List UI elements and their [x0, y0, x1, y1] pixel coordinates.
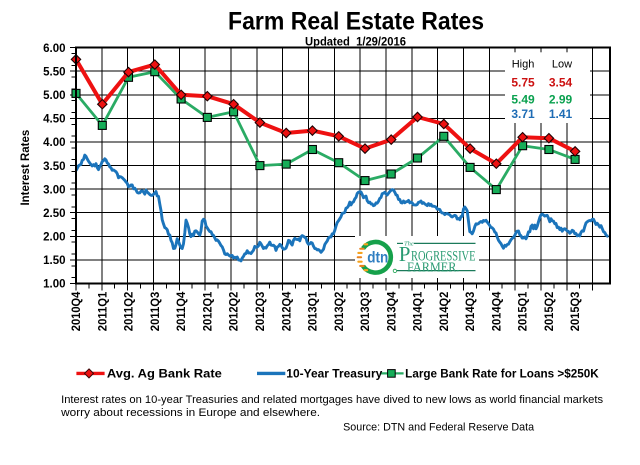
svg-text:2015Q3: 2015Q3 [570, 292, 582, 332]
svg-text:3.50: 3.50 [43, 161, 65, 173]
svg-text:2011Q2: 2011Q2 [124, 292, 136, 332]
svg-text:2012Q2: 2012Q2 [229, 292, 241, 332]
svg-text:2012Q3: 2012Q3 [255, 292, 267, 332]
svg-text:2012Q1: 2012Q1 [202, 291, 214, 331]
svg-text:2014Q2: 2014Q2 [439, 292, 451, 332]
svg-text:5.00: 5.00 [43, 90, 65, 102]
svg-text:5.49: 5.49 [511, 93, 535, 107]
svg-text:10-Year Treasury: 10-Year Treasury [286, 369, 383, 381]
svg-text:The: The [404, 241, 414, 248]
svg-text:2013Q4: 2013Q4 [386, 291, 398, 331]
svg-text:2015Q1: 2015Q1 [518, 291, 530, 331]
svg-text:4.00: 4.00 [43, 137, 65, 149]
svg-text:3.54: 3.54 [549, 76, 573, 90]
svg-text:2014Q1: 2014Q1 [413, 291, 425, 331]
svg-text:1.00: 1.00 [43, 279, 65, 291]
svg-text:Updated 1/29/2016: Updated 1/29/2016 [305, 34, 406, 48]
svg-text:FARMER.: FARMER. [407, 260, 460, 275]
svg-text:Interest rates on 10-year Trea: Interest rates on 10-year Treasuries and… [61, 394, 603, 406]
svg-text:Low: Low [552, 59, 572, 71]
svg-text:2.99: 2.99 [549, 93, 573, 107]
svg-text:1.41: 1.41 [549, 107, 573, 121]
svg-text:2011Q4: 2011Q4 [176, 291, 188, 331]
svg-text:2013Q3: 2013Q3 [360, 292, 372, 332]
svg-text:3.00: 3.00 [43, 184, 65, 196]
svg-text:worry about recessions in Euro: worry about recessions in Europe and els… [60, 407, 320, 419]
svg-text:2.50: 2.50 [43, 208, 65, 220]
svg-text:Source: DTN and Federal Reserv: Source: DTN and Federal Reserve Data [343, 422, 535, 434]
svg-text:2015Q2: 2015Q2 [544, 292, 556, 332]
svg-text:2012Q4: 2012Q4 [281, 291, 293, 331]
svg-text:2014Q4: 2014Q4 [491, 291, 503, 331]
svg-text:2010Q4: 2010Q4 [71, 291, 83, 331]
svg-text:1.50: 1.50 [43, 255, 65, 267]
svg-text:5.75: 5.75 [511, 76, 535, 90]
svg-text:2013Q2: 2013Q2 [334, 292, 346, 332]
svg-text:5.50: 5.50 [43, 66, 65, 78]
svg-text:2014Q3: 2014Q3 [465, 292, 477, 332]
svg-text:6.00: 6.00 [43, 43, 65, 55]
svg-text:2013Q1: 2013Q1 [308, 291, 320, 331]
svg-text:dtn: dtn [367, 249, 388, 266]
svg-text:Interest Rates: Interest Rates [20, 130, 32, 206]
svg-text:3.71: 3.71 [511, 107, 535, 121]
svg-text:2011Q1: 2011Q1 [97, 291, 109, 331]
svg-text:Farm Real Estate Rates: Farm Real Estate Rates [228, 8, 484, 36]
svg-text:2.00: 2.00 [43, 232, 65, 244]
svg-text:Avg. Ag Bank Rate: Avg. Ag Bank Rate [107, 369, 222, 381]
svg-text:High: High [512, 59, 535, 71]
svg-text:P: P [399, 242, 411, 266]
svg-text:Large Bank Rate for Loans >$25: Large Bank Rate for Loans >$250K [405, 369, 599, 381]
svg-text:2011Q3: 2011Q3 [150, 292, 162, 332]
svg-text:ROGRESSIVE: ROGRESSIVE [411, 249, 476, 265]
svg-text:4.50: 4.50 [43, 114, 65, 126]
